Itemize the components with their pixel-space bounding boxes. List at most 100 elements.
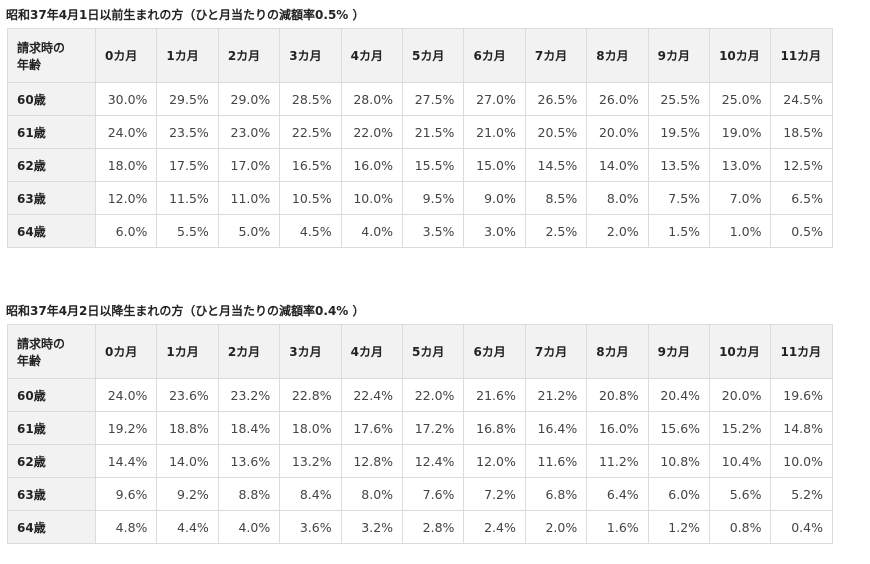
- rate-cell: 12.5%: [770, 148, 833, 182]
- table-row: 64歳 4.8% 4.4% 4.0% 3.6% 3.2% 2.8% 2.4% 2.0% 1.6% 1…: [7, 510, 833, 544]
- rate-cell: 13.6%: [217, 444, 281, 478]
- rate-cell: 7.0%: [709, 181, 772, 215]
- rate-cell: 6.4%: [586, 477, 649, 511]
- rate-cell: 18.5%: [770, 115, 833, 149]
- age-header: 請求時の 年齢: [7, 28, 96, 83]
- rate-cell: 13.0%: [709, 148, 772, 182]
- rate-cell: 5.0%: [217, 214, 281, 248]
- rate-cell: 2.8%: [402, 510, 465, 544]
- rate-cell: 23.2%: [217, 378, 281, 412]
- rate-cell: 26.5%: [524, 82, 588, 116]
- rate-cell: 8.8%: [217, 477, 281, 511]
- month-header: 6カ月: [463, 28, 526, 83]
- rate-cell: 10.0%: [340, 181, 404, 215]
- rate-cell: 19.6%: [770, 378, 833, 412]
- rate-cell: 12.0%: [463, 444, 526, 478]
- month-header: 9カ月: [647, 28, 711, 83]
- rate-cell: 16.4%: [524, 411, 588, 445]
- rate-cell: 12.8%: [340, 444, 404, 478]
- rate-cell: 18.8%: [156, 411, 219, 445]
- table-row: 61歳 24.0% 23.5% 23.0% 22.5% 22.0% 21.5% 21.0% 20…: [7, 115, 833, 149]
- rate-cell: 25.5%: [647, 82, 711, 116]
- table-row: 63歳 12.0% 11.5% 11.0% 10.5% 10.0% 9.5% 9.0% 8.5%…: [7, 181, 833, 215]
- month-header: 6カ月: [463, 324, 526, 379]
- rate-cell: 4.0%: [340, 214, 404, 248]
- rate-cell: 11.0%: [217, 181, 281, 215]
- month-header: 7カ月: [524, 28, 588, 83]
- rate-cell: 6.0%: [94, 214, 158, 248]
- age-cell: 62歳: [7, 148, 96, 182]
- rate-cell: 17.0%: [217, 148, 281, 182]
- age-header-line: 年齢: [17, 57, 42, 72]
- rate-cell: 0.8%: [709, 510, 772, 544]
- rate-cell: 0.5%: [770, 214, 833, 248]
- rate-cell: 11.5%: [156, 181, 219, 215]
- rate-cell: 5.5%: [156, 214, 219, 248]
- month-header: 3カ月: [279, 324, 342, 379]
- rate-cell: 16.8%: [463, 411, 526, 445]
- rate-cell: 14.0%: [156, 444, 219, 478]
- rate-cell: 19.2%: [94, 411, 158, 445]
- rate-cell: 19.5%: [647, 115, 711, 149]
- age-cell: 61歳: [7, 115, 96, 149]
- month-header: 4カ月: [340, 28, 404, 83]
- month-header: 11カ月: [770, 324, 833, 379]
- rate-cell: 14.5%: [524, 148, 588, 182]
- rate-cell: 4.4%: [156, 510, 219, 544]
- rate-cell: 10.4%: [709, 444, 772, 478]
- rate-cell: 30.0%: [94, 82, 158, 116]
- rate-cell: 22.8%: [279, 378, 342, 412]
- rate-cell: 5.2%: [770, 477, 833, 511]
- rate-cell: 23.0%: [217, 115, 281, 149]
- rate-cell: 28.0%: [340, 82, 404, 116]
- rate-cell: 10.5%: [279, 181, 342, 215]
- rate-cell: 19.0%: [709, 115, 772, 149]
- rate-cell: 27.5%: [402, 82, 465, 116]
- rate-cell: 21.5%: [402, 115, 465, 149]
- rate-cell: 20.4%: [647, 378, 711, 412]
- rate-cell: 22.0%: [402, 378, 465, 412]
- rate-cell: 3.6%: [279, 510, 342, 544]
- table-row: 62歳 18.0% 17.5% 17.0% 16.5% 16.0% 15.5% 15.0% 14…: [7, 148, 833, 182]
- rate-cell: 3.2%: [340, 510, 404, 544]
- rate-cell: 9.6%: [94, 477, 158, 511]
- rate-cell: 8.5%: [524, 181, 588, 215]
- age-cell: 63歳: [7, 181, 96, 215]
- rate-cell: 16.0%: [586, 411, 649, 445]
- rate-cell: 21.0%: [463, 115, 526, 149]
- rate-cell: 2.0%: [524, 510, 588, 544]
- rate-cell: 7.5%: [647, 181, 711, 215]
- rate-cell: 17.2%: [402, 411, 465, 445]
- rate-cell: 26.0%: [586, 82, 649, 116]
- rate-cell: 8.0%: [340, 477, 404, 511]
- rate-cell: 14.0%: [586, 148, 649, 182]
- rate-cell: 27.0%: [463, 82, 526, 116]
- rate-cell: 12.0%: [94, 181, 158, 215]
- month-header: 2カ月: [217, 324, 281, 379]
- month-header: 1カ月: [156, 324, 219, 379]
- month-header: 4カ月: [340, 324, 404, 379]
- rate-cell: 10.8%: [647, 444, 711, 478]
- table-title: 昭和37年4月1日以前生まれの方（ひと月当たりの減額率0.5% ）: [6, 8, 365, 22]
- reduction-table-section-before: 昭和37年4月1日以前生まれの方（ひと月当たりの減額率0.5% ） 請求時の 年齢 0…: [6, 6, 833, 248]
- rate-cell: 6.8%: [524, 477, 588, 511]
- rate-cell: 24.5%: [770, 82, 833, 116]
- rate-cell: 3.5%: [402, 214, 465, 248]
- rate-cell: 22.0%: [340, 115, 404, 149]
- month-header: 8カ月: [586, 324, 649, 379]
- rate-cell: 13.2%: [279, 444, 342, 478]
- rate-cell: 21.6%: [463, 378, 526, 412]
- rate-cell: 2.5%: [524, 214, 588, 248]
- rate-cell: 15.2%: [709, 411, 772, 445]
- rate-cell: 20.0%: [586, 115, 649, 149]
- month-header: 10カ月: [709, 28, 772, 83]
- rate-cell: 24.0%: [94, 378, 158, 412]
- rate-cell: 0.4%: [770, 510, 833, 544]
- age-cell: 64歳: [7, 510, 96, 544]
- rate-cell: 1.0%: [709, 214, 772, 248]
- month-header: 1カ月: [156, 28, 219, 83]
- rate-cell: 11.2%: [586, 444, 649, 478]
- rate-cell: 5.6%: [709, 477, 772, 511]
- rate-cell: 16.5%: [279, 148, 342, 182]
- rate-cell: 1.5%: [647, 214, 711, 248]
